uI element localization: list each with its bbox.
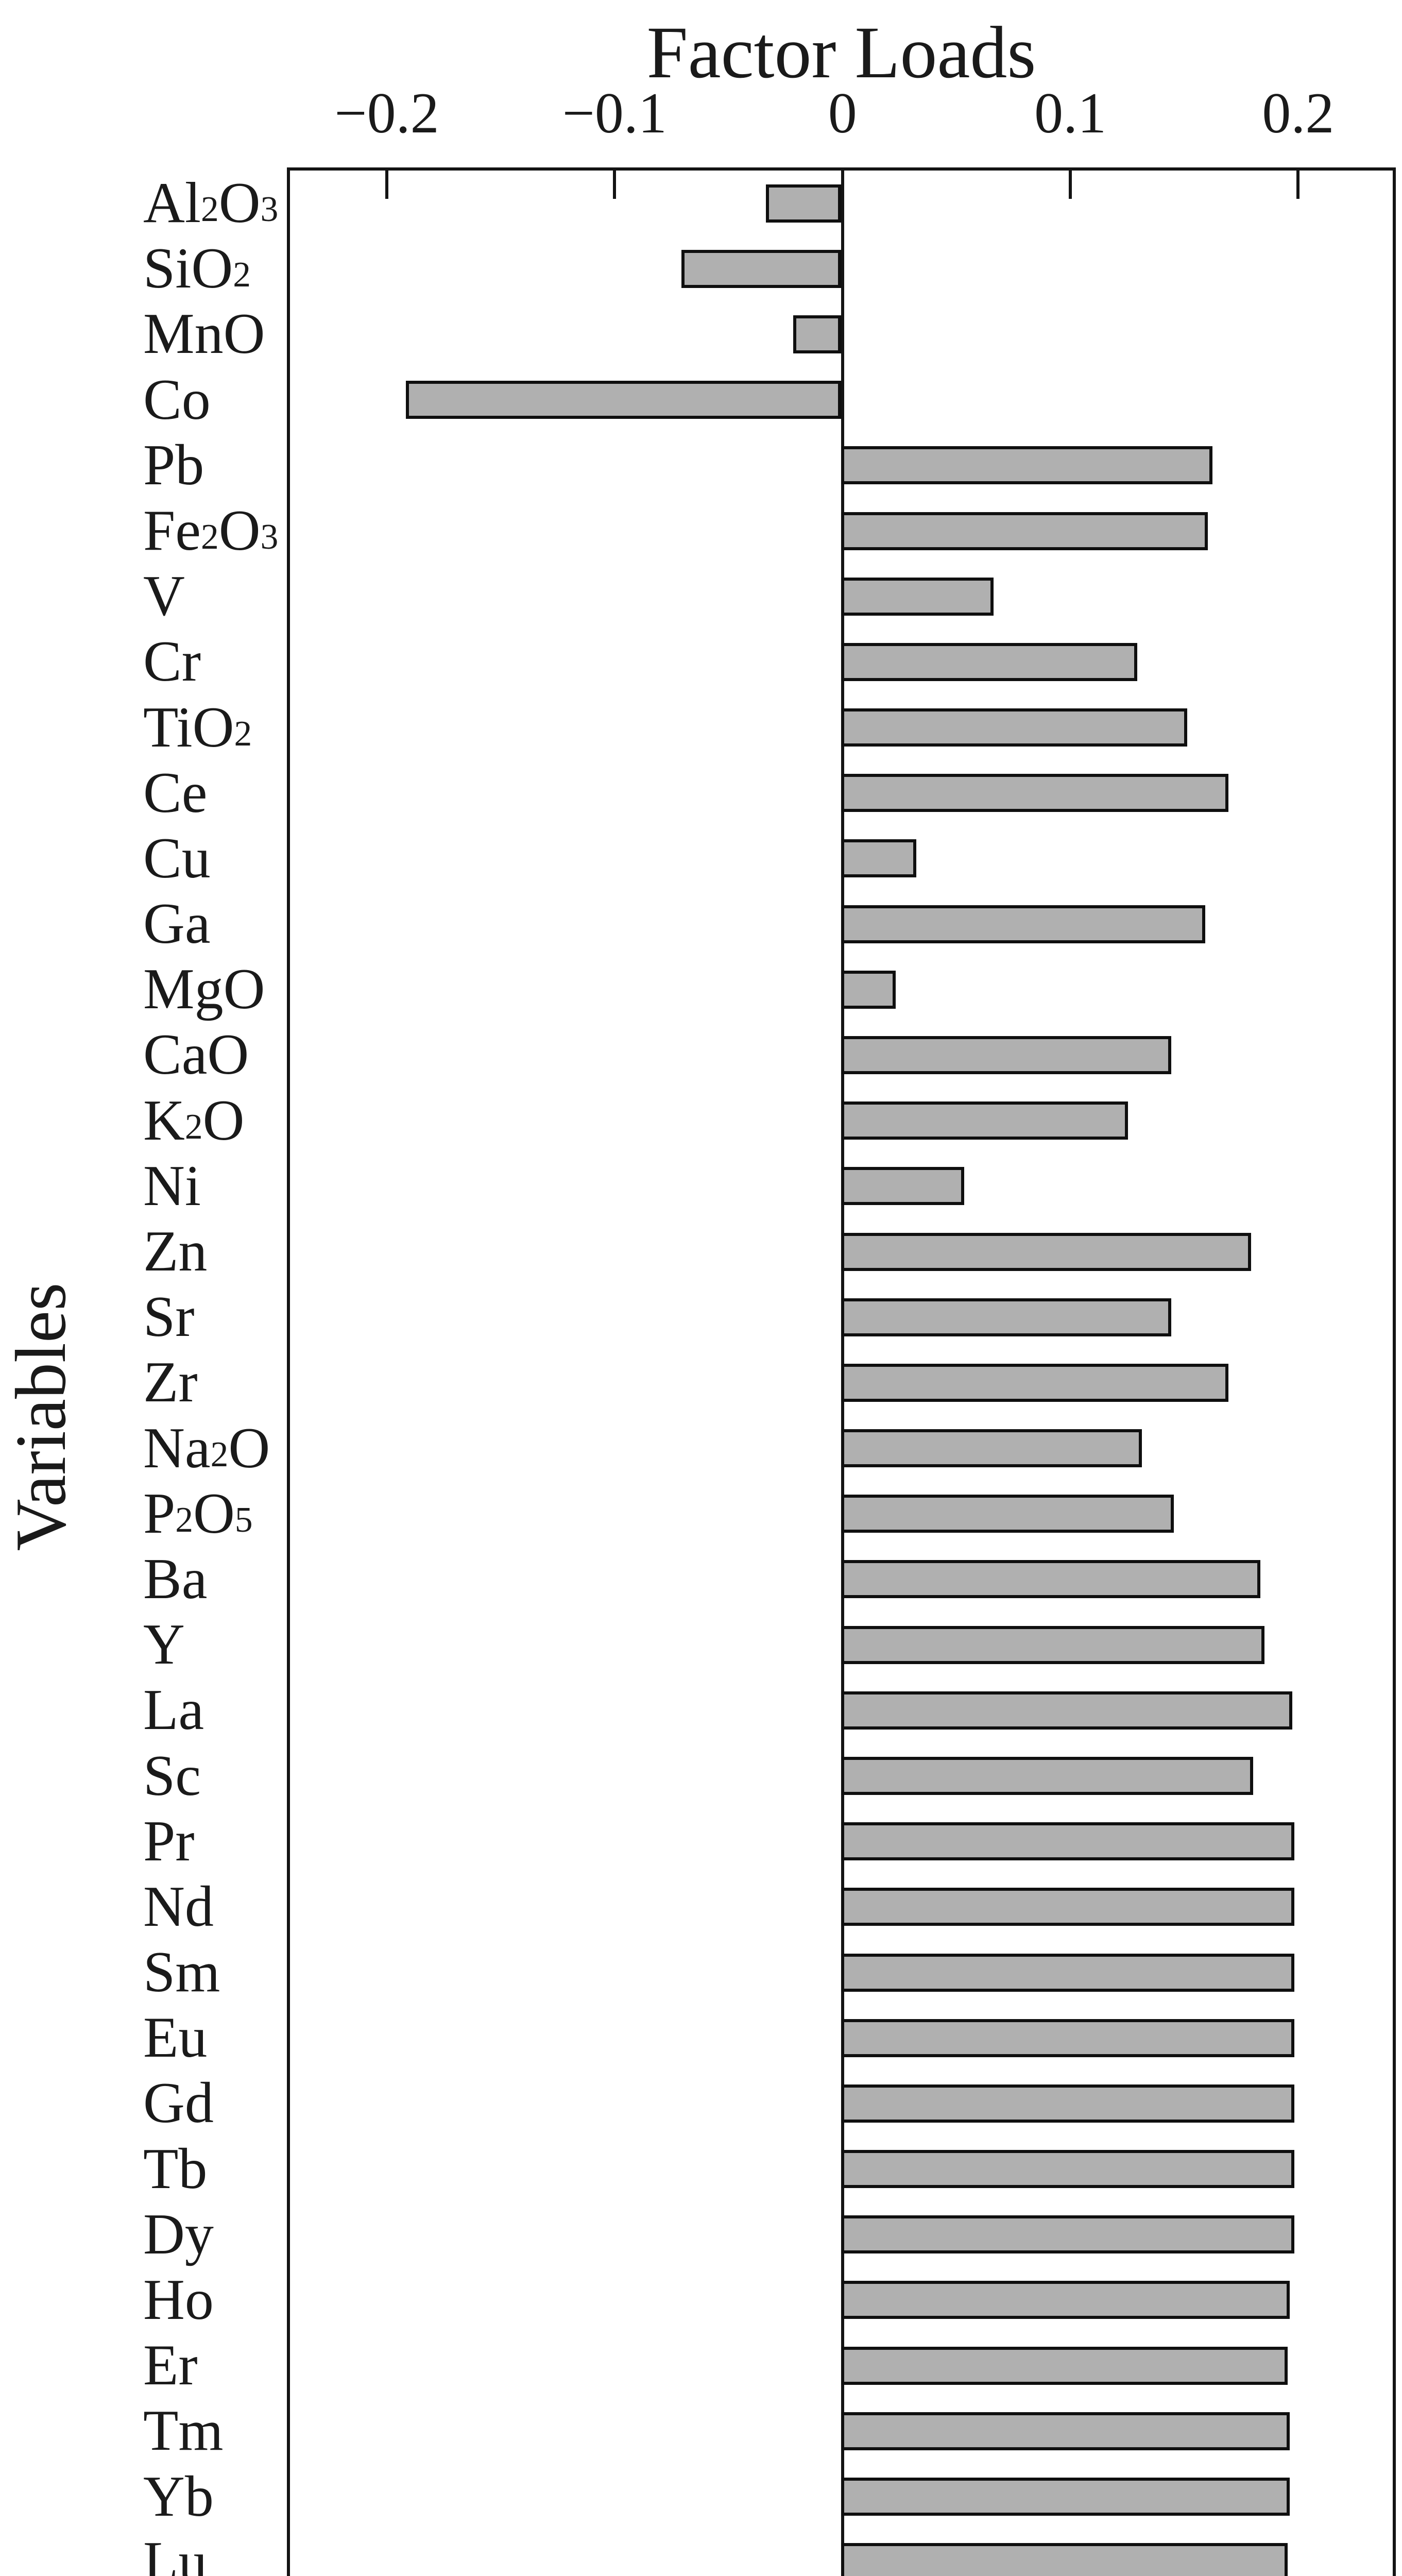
bar-Ni [841, 1167, 964, 1206]
bar-Pb [841, 446, 1212, 485]
category-label: SiO 2 [143, 236, 251, 301]
bar-Ce [841, 774, 1228, 812]
bar-SiO2 [681, 249, 841, 288]
bar-Eu [841, 2019, 1294, 2057]
x-axis-tick-label: −0.1 [562, 81, 667, 145]
category-label: Er [143, 2333, 198, 2398]
category-label: Al 2 O 3 [143, 171, 279, 235]
bar-Tb [841, 2150, 1294, 2189]
x-axis-tick-label: −0.2 [334, 81, 439, 145]
category-label: Dy [143, 2202, 214, 2266]
bar-CaO [841, 1036, 1172, 1074]
category-label: V [143, 564, 185, 629]
category-label: Ba [143, 1547, 208, 1611]
category-label: La [143, 1678, 204, 1742]
bar-P2O5 [841, 1495, 1174, 1533]
category-label: Gd [143, 2071, 214, 2136]
category-label: TiO 2 [143, 695, 252, 759]
bar-K2O [841, 1101, 1129, 1140]
bar-MnO [793, 315, 841, 353]
bar-Lu [841, 2543, 1288, 2576]
category-label: Ho [143, 2267, 214, 2332]
bar-Zn [841, 1232, 1251, 1271]
bar-Co [405, 381, 841, 419]
x-axis-tick-mark [1296, 171, 1300, 199]
bar-Cu [841, 839, 916, 878]
bar-Yb [841, 2478, 1290, 2516]
category-label: Ce [143, 760, 208, 825]
category-label: Eu [143, 2006, 208, 2070]
category-label: Lu [143, 2530, 208, 2576]
bar-Pr [841, 1822, 1294, 1861]
category-label: Ga [143, 892, 211, 956]
x-axis-tick-mark [613, 171, 617, 199]
bar-Ba [841, 1560, 1260, 1599]
bar-Ho [841, 2281, 1290, 2319]
category-label: MgO [143, 957, 265, 1022]
category-label: Tb [143, 2137, 208, 2201]
bar-Tm [841, 2412, 1290, 2450]
category-label: Na 2 O [143, 1416, 270, 1480]
x-axis-tick-mark [1069, 171, 1072, 199]
plot-area [287, 167, 1396, 2576]
category-label: Pr [143, 1809, 195, 1873]
bar-Y [841, 1625, 1265, 1664]
x-axis-tick-label: 0.2 [1262, 81, 1335, 145]
bar-Ga [841, 905, 1206, 943]
chart-title: Factor Loads [646, 12, 1036, 94]
category-label: Cu [143, 826, 211, 890]
bar-Cr [841, 642, 1137, 681]
bar-TiO2 [841, 708, 1188, 747]
category-label: Sr [143, 1285, 195, 1349]
category-label: Ni [143, 1154, 201, 1218]
category-label: Y [143, 1613, 185, 1677]
bar-MgO [841, 970, 896, 1009]
bar-Fe2O3 [841, 512, 1208, 550]
category-label: Pb [143, 433, 204, 497]
x-axis-tick-label: 0.1 [1034, 81, 1107, 145]
bar-Sm [841, 1953, 1294, 1992]
bar-Nd [841, 1888, 1294, 1926]
y-axis-label: Variables [1, 1282, 81, 1551]
category-label: Sm [143, 1940, 220, 2005]
bar-Sr [841, 1298, 1172, 1336]
category-label: Zn [143, 1219, 208, 1284]
bar-Al2O3 [765, 184, 841, 223]
bar-V [841, 577, 994, 616]
category-label: Yb [143, 2464, 214, 2529]
bar-Na2O [841, 1429, 1142, 1468]
bar-Zr [841, 1363, 1228, 1402]
category-label: Fe 2 O 3 [143, 499, 279, 563]
x-axis-tick-label: 0 [828, 81, 857, 145]
category-label: Zr [143, 1350, 198, 1415]
bar-Er [841, 2346, 1288, 2385]
bar-La [841, 1691, 1292, 1730]
bar-Sc [841, 1757, 1254, 1795]
category-label: Sc [143, 1743, 201, 1808]
bar-Gd [841, 2084, 1294, 2123]
x-axis-tick-mark [385, 171, 388, 199]
category-label: Co [143, 367, 211, 432]
category-label: Cr [143, 630, 201, 694]
bar-Dy [841, 2215, 1294, 2254]
category-label: CaO [143, 1023, 249, 1087]
category-label: Nd [143, 1874, 214, 1939]
category-label: Tm [143, 2399, 224, 2463]
category-label: MnO [143, 302, 265, 366]
